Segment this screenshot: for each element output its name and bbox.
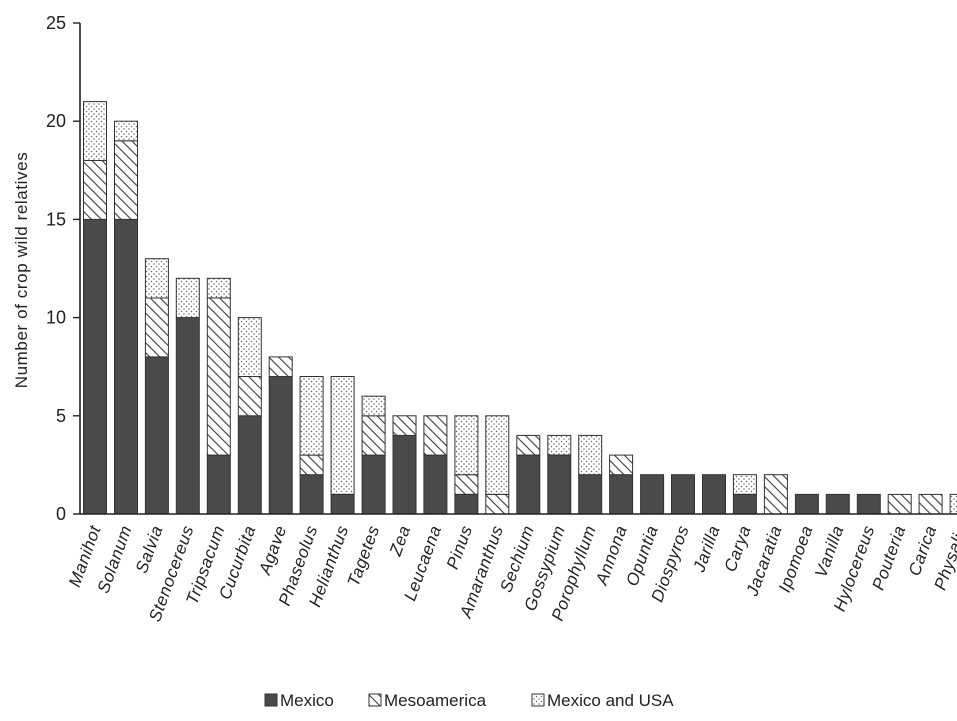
bar-solanum-mexico: [114, 218, 138, 515]
bar-phaseolus-mexico: [299, 474, 324, 515]
bar-cucurbita-mexico-and-usa: [237, 317, 262, 378]
bar-annona-mexico: [609, 474, 634, 515]
x-category-label: Pinus: [443, 523, 476, 572]
bar-ipomoea-mexico: [794, 493, 819, 515]
bar-jarilla-mexico: [702, 474, 726, 515]
bar-zea-mesoamerica: [392, 415, 417, 436]
x-category-label: Carica: [905, 523, 941, 578]
bar-tripsacum-mesoamerica: [206, 297, 231, 456]
legend-swatch-mexico: [264, 693, 278, 707]
y-tick-label: 15: [46, 209, 66, 229]
x-category-label: Carya: [720, 523, 754, 574]
bar-tagetes-mesoamerica: [361, 415, 386, 456]
bar-pinus-mesoamerica: [454, 474, 479, 495]
bar-helianthus-mexico-and-usa: [330, 376, 355, 495]
bar-carya-mexico: [732, 493, 757, 515]
bar-tripsacum-mexico-and-usa: [206, 277, 231, 299]
y-tick-label: 25: [46, 13, 66, 33]
bar-carya-mexico-and-usa: [732, 474, 757, 495]
bar-vanilla-mexico: [825, 493, 850, 515]
legend-swatch-mesoamerica: [368, 693, 382, 707]
bar-tagetes-mexico-and-usa: [361, 395, 386, 417]
x-category-labels: ManihotSolanumSalviaStenocereusTripsacum…: [65, 522, 957, 624]
bar-porophyllum-mexico-and-usa: [578, 434, 603, 476]
legend-label-mesoamerica: Mesoamerica: [384, 691, 487, 710]
y-tick-label: 5: [56, 406, 66, 426]
x-category-label: Zea: [386, 523, 415, 559]
legend-label-mexico: Mexico: [280, 691, 334, 710]
bar-leucaena-mexico: [423, 454, 448, 515]
bar-pinus-mexico: [454, 493, 479, 515]
legend-label-mexico-and-usa: Mexico and USA: [547, 691, 674, 710]
bar-helianthus-mexico: [330, 493, 355, 515]
y-tick-label: 20: [46, 111, 66, 131]
bar-agave-mexico: [268, 376, 293, 515]
bar-carica-mesoamerica: [918, 493, 943, 515]
x-category-label: Agave: [255, 523, 291, 578]
bar-agave-mesoamerica: [268, 356, 293, 377]
bar-tripsacum-mexico: [206, 454, 231, 515]
bar-gossypium-mexico: [547, 454, 572, 515]
bar-cucurbita-mexico: [237, 415, 262, 515]
bar-amaranthus-mexico-and-usa: [485, 415, 510, 495]
bar-hylocereus-mexico: [856, 493, 881, 515]
x-category-label: Salvia: [132, 523, 167, 576]
y-axis-label: Number of crop wild relatives: [12, 152, 31, 389]
bar-stenocereus-mexico: [175, 317, 200, 515]
y-ticks-group: 0 5 10 15 20 25: [46, 13, 80, 524]
bar-sechium-mexico: [516, 454, 541, 515]
bar-diospyros-mexico: [671, 474, 695, 515]
bar-salvia-mexico: [144, 356, 169, 515]
bar-stenocereus-mexico-and-usa: [175, 277, 200, 319]
bar-porophyllum-mexico: [578, 474, 603, 515]
bar-salvia-mexico-and-usa: [144, 258, 169, 299]
bars-group: [83, 101, 957, 515]
bar-phaseolus-mesoamerica: [299, 454, 324, 476]
bar-amaranthus-mesoamerica: [485, 493, 510, 515]
bar-physalis-mexico-and-usa: [949, 493, 957, 515]
bar-sechium-mesoamerica: [516, 434, 541, 456]
bar-jacaratia-mesoamerica: [763, 474, 788, 515]
bar-solanum-mexico-and-usa: [114, 120, 138, 142]
bar-manihot-mexico-and-usa: [83, 101, 107, 161]
bar-manihot-mesoamerica: [83, 160, 107, 220]
bar-zea-mexico: [392, 434, 417, 515]
bar-pinus-mexico-and-usa: [454, 415, 479, 476]
bar-manihot-mexico: [83, 218, 107, 515]
bar-phaseolus-mexico-and-usa: [299, 376, 324, 456]
bar-solanum-mesoamerica: [114, 140, 138, 220]
bar-leucaena-mesoamerica: [423, 415, 448, 456]
bar-opuntia-mexico: [640, 474, 665, 515]
bar-cucurbita-mesoamerica: [237, 376, 262, 417]
legend: Mexico Mesoamerica Mexico and USA: [264, 691, 674, 710]
bar-gossypium-mexico-and-usa: [547, 434, 572, 456]
y-tick-label: 10: [46, 308, 66, 328]
bar-tagetes-mexico: [361, 454, 386, 515]
bar-pouteria-mesoamerica: [887, 493, 912, 515]
y-tick-label: 0: [56, 504, 66, 524]
bar-salvia-mesoamerica: [144, 297, 169, 358]
legend-swatch-mexico-and-usa: [531, 693, 545, 707]
bar-annona-mesoamerica: [609, 454, 634, 476]
x-category-label: Jarilla: [689, 523, 724, 575]
